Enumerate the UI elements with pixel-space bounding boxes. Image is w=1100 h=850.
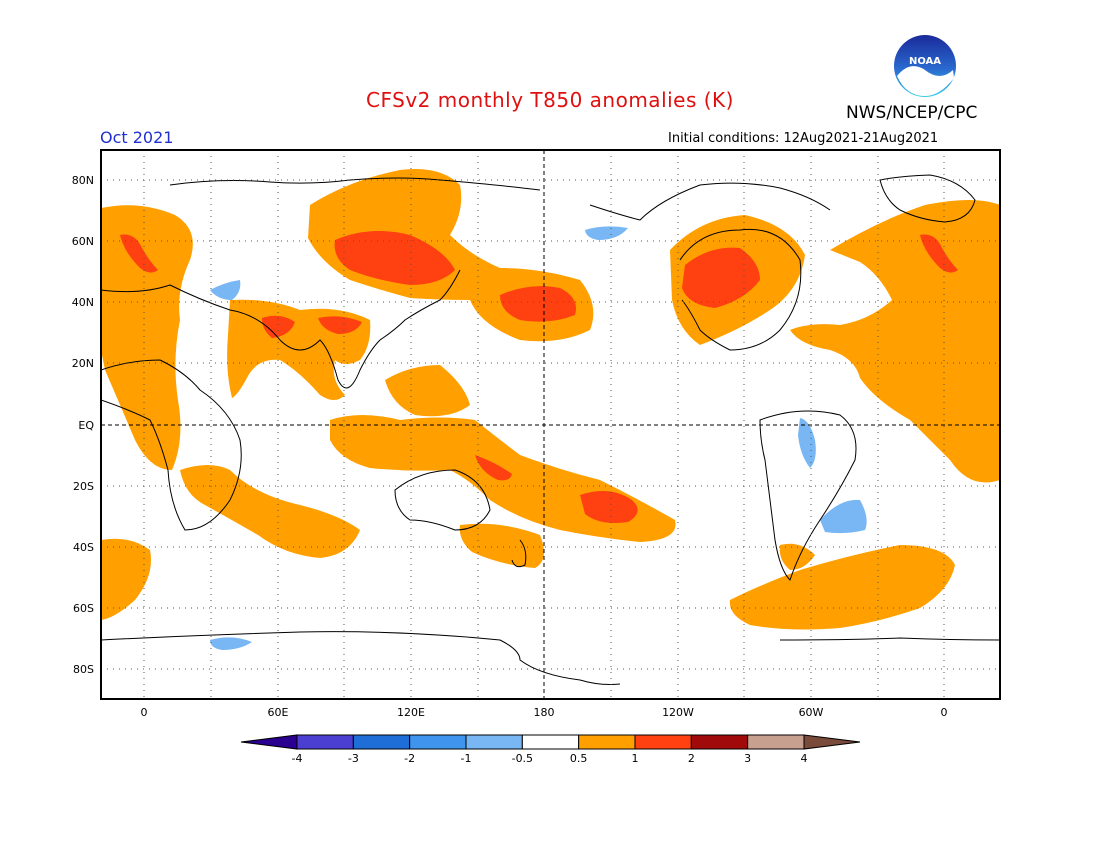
cool-anomaly-regions <box>210 226 867 650</box>
colorbar-swatch <box>690 734 749 750</box>
colorbar-swatch <box>747 734 805 750</box>
lat-label: 60S <box>73 602 94 615</box>
lon-label: 0 <box>941 706 948 719</box>
colorbar-swatch <box>352 734 411 750</box>
noaa-logo: NOAA <box>894 35 956 97</box>
lat-label: 40S <box>73 541 94 554</box>
colorbar-arrow-right <box>803 734 861 750</box>
lon-label: 0 <box>141 706 148 719</box>
lat-label: 20N <box>72 357 94 370</box>
lon-label: 60E <box>268 706 289 719</box>
equator-dateline <box>101 150 1000 699</box>
lat-label: 40N <box>72 296 94 309</box>
colorbar-arrow-left <box>240 734 298 750</box>
colorbar-label: -0.5 <box>512 752 533 765</box>
colorbar-swatch <box>578 734 636 750</box>
lon-label: 120E <box>397 706 425 719</box>
colorbar-swatch <box>521 734 580 750</box>
colorbar-label: -4 <box>292 752 303 765</box>
colorbar-swatch <box>296 734 354 750</box>
lat-labels: 80N 60N 40N 20N EQ 20S 40S 60S 80S <box>72 174 95 676</box>
coastlines <box>101 174 1000 685</box>
lat-label: 80N <box>72 174 94 187</box>
noaa-logo-text: NOAA <box>909 56 941 67</box>
lat-label: 80S <box>73 663 94 676</box>
colorbar-label: -2 <box>404 752 415 765</box>
colorbar-swatch <box>634 734 692 750</box>
lat-label: 60N <box>72 235 94 248</box>
map-title: CFSv2 monthly T850 anomalies (K) <box>366 88 734 112</box>
lon-label: 60W <box>799 706 824 719</box>
colorbar-label: 3 <box>744 752 751 765</box>
warm-anomaly-regions <box>101 169 1000 630</box>
forecast-month: Oct 2021 <box>100 128 174 147</box>
colorbar-label: -3 <box>348 752 359 765</box>
colorbar-label: 0.5 <box>570 752 588 765</box>
lon-label: 120W <box>662 706 694 719</box>
lat-label: EQ <box>78 419 94 432</box>
initial-conditions: Initial conditions: 12Aug2021-21Aug2021 <box>668 131 939 146</box>
plot-frame <box>100 149 1001 700</box>
agency-label: NWS/NCEP/CPC <box>846 103 978 123</box>
lon-label: 180 <box>534 706 555 719</box>
colorbar-label: -1 <box>461 752 472 765</box>
lat-label: 20S <box>73 480 94 493</box>
colorbar-swatch <box>465 734 523 750</box>
colorbar-label: 1 <box>632 752 639 765</box>
colorbar-label: 4 <box>801 752 808 765</box>
colorbar: -4 -3 -2 -1 -0.5 0.5 1 2 3 4 <box>240 734 861 765</box>
lon-labels: 0 60E 120E 180 120W 60W 0 <box>141 706 948 719</box>
hot-anomaly-regions <box>120 231 958 523</box>
colorbar-label: 2 <box>688 752 695 765</box>
colorbar-swatch <box>409 734 467 750</box>
